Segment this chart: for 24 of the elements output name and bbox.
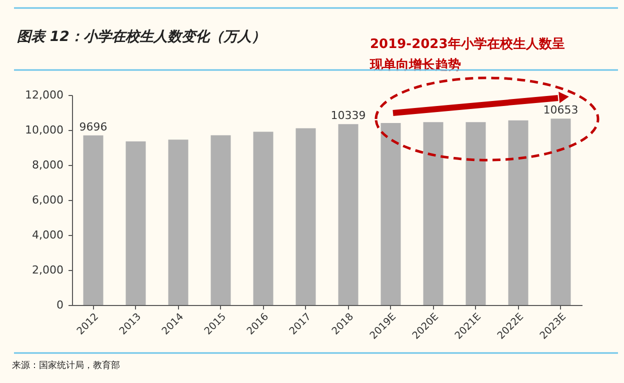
bar	[296, 128, 316, 305]
y-tick-label: 12,000	[25, 88, 64, 102]
bar	[253, 132, 274, 305]
y-tick-label: 2,000	[32, 264, 64, 276]
bar	[338, 124, 358, 305]
bar	[380, 123, 401, 305]
y-tick-label: 6,000	[32, 194, 64, 206]
data-label: 10653	[543, 104, 578, 117]
bar	[466, 122, 486, 305]
bar	[423, 122, 444, 305]
data-label: 9696	[79, 120, 108, 134]
y-tick-label: 0	[56, 298, 64, 312]
bar	[210, 135, 231, 305]
chart-title: 图表 12：小学在校生人数变化（万人）	[17, 28, 266, 45]
bar	[508, 120, 528, 305]
source-note: 来源：国家统计局，教育部	[12, 360, 120, 371]
bar	[126, 141, 146, 305]
bar	[168, 140, 188, 305]
y-tick-label: 8,000	[32, 158, 64, 172]
bar	[550, 118, 571, 305]
data-label: 10339	[330, 109, 366, 122]
y-tick-label: 10,000	[25, 124, 64, 136]
y-tick-label: 4,000	[32, 228, 64, 242]
bar	[83, 135, 104, 305]
